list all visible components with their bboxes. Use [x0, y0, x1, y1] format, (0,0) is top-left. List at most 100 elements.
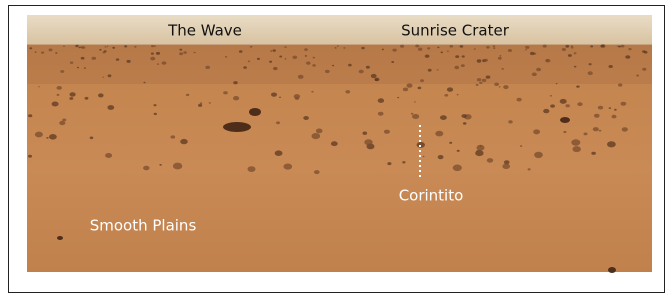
rock: [543, 45, 547, 48]
rock: [461, 114, 466, 118]
rock: [533, 129, 540, 134]
rock: [151, 53, 154, 55]
rock: [103, 51, 106, 53]
label-smooth-plains: Smooth Plains: [90, 217, 197, 235]
rock: [151, 45, 154, 47]
rock: [276, 121, 280, 124]
rock: [462, 55, 465, 57]
rock: [560, 117, 570, 123]
rock: [173, 163, 182, 170]
rock: [107, 105, 114, 110]
rock: [41, 52, 44, 54]
rock: [81, 46, 84, 48]
rock: [397, 97, 399, 98]
rock: [618, 83, 622, 86]
rock: [447, 51, 449, 52]
rock: [590, 45, 593, 47]
rock: [108, 74, 112, 77]
rock: [594, 114, 600, 118]
rock: [200, 102, 203, 104]
rock: [525, 46, 529, 49]
rock: [608, 267, 616, 273]
rock: [69, 97, 73, 100]
rock: [371, 74, 377, 78]
rock: [517, 98, 522, 102]
rock: [560, 99, 567, 104]
rock: [154, 104, 157, 106]
rock: [477, 78, 481, 81]
rock: [574, 52, 577, 54]
rock: [49, 49, 53, 52]
rock: [479, 82, 482, 84]
rock: [407, 83, 413, 87]
rock: [183, 51, 187, 54]
rock: [508, 49, 512, 52]
rock: [609, 107, 612, 109]
rock: [335, 47, 337, 48]
rock: [105, 46, 107, 47]
rock: [337, 45, 339, 46]
rock: [500, 55, 502, 56]
rock: [501, 68, 504, 70]
rock: [239, 50, 243, 53]
rock: [392, 49, 396, 52]
rock: [599, 130, 602, 132]
rock: [576, 86, 578, 88]
rock: [59, 121, 65, 125]
page: The Wave Sunrise Crater Corintito Smooth…: [0, 0, 672, 299]
rock: [250, 46, 253, 48]
rock: [90, 137, 94, 140]
rock: [486, 46, 490, 49]
rock: [482, 79, 486, 82]
rock: [427, 47, 430, 49]
rock: [476, 84, 479, 86]
rock: [38, 86, 40, 87]
rock: [600, 45, 604, 48]
rock: [162, 61, 167, 64]
rock: [85, 97, 89, 100]
rock: [273, 67, 278, 70]
rock: [622, 127, 628, 131]
rock: [75, 45, 78, 47]
rock: [543, 109, 549, 113]
rock: [423, 156, 425, 157]
rock: [179, 52, 183, 55]
rock: [331, 141, 338, 146]
label-the-wave: The Wave: [167, 22, 242, 40]
rock: [573, 146, 581, 152]
rock: [233, 96, 239, 100]
rock: [598, 106, 603, 110]
rock: [57, 236, 63, 240]
rock: [609, 65, 613, 68]
rock: [99, 49, 101, 51]
rock: [107, 46, 109, 47]
rock: [617, 46, 619, 47]
rock: [81, 57, 85, 60]
rock: [508, 120, 512, 123]
rock: [62, 119, 66, 122]
rock: [449, 142, 452, 144]
rock: [248, 61, 250, 63]
rock: [304, 48, 308, 51]
rock: [378, 98, 384, 103]
rock: [460, 45, 464, 48]
rock: [420, 79, 424, 82]
rock: [486, 76, 491, 79]
rock: [577, 102, 582, 106]
rock: [499, 86, 501, 87]
rock: [589, 63, 592, 65]
rock: [607, 141, 616, 147]
rock: [55, 52, 57, 54]
rock: [134, 46, 136, 48]
rock: [60, 70, 64, 73]
rock: [28, 155, 32, 158]
sky: [27, 15, 652, 45]
rock: [400, 45, 404, 48]
rock: [593, 127, 599, 131]
rock: [225, 56, 227, 57]
rock: [437, 47, 439, 49]
rock: [84, 67, 86, 68]
rock: [345, 90, 350, 93]
rock: [520, 145, 523, 147]
rock: [591, 152, 596, 155]
